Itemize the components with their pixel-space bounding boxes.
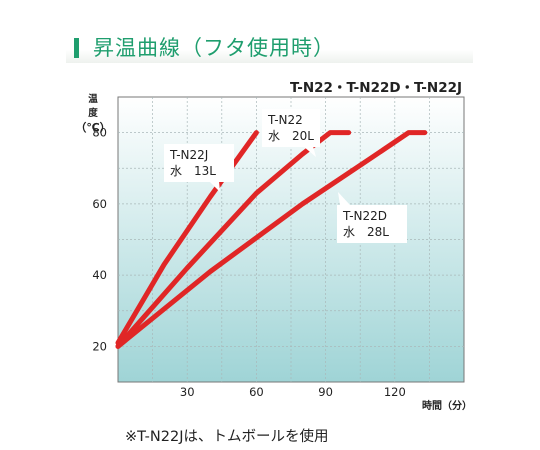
title-band [66, 33, 473, 63]
callout-text-t-n22j-0: T-N22J [169, 148, 208, 162]
callout-box-t-n22j [164, 144, 234, 182]
y-axis-label-part-1: 度 [88, 107, 98, 119]
x-tick-label-30: 30 [180, 385, 195, 399]
x-axis-label: 時間（分） [422, 399, 472, 412]
callout-text-t-n22d-1: 水 28L [343, 225, 389, 239]
callout-text-t-n22d-0: T-N22D [342, 209, 387, 223]
callout-t-n22: T-N22 水 20L [262, 109, 320, 157]
series-line-t-n22d [115, 130, 428, 349]
callout-t-n22j: T-N22J 水 13L [164, 144, 234, 192]
callout-text-t-n22-0: T-N22 [267, 113, 303, 127]
y-tick-label-20: 20 [92, 339, 107, 353]
x-tick-label-120: 120 [384, 385, 406, 399]
y-axis-label-part-0: 温 [88, 93, 98, 105]
series-line-t-n22 [115, 130, 352, 349]
callout-pointer-t-n22 [303, 146, 316, 157]
y-tick-label-40: 40 [92, 268, 107, 282]
callout-text-t-n22-1: 水 20L [268, 129, 314, 143]
y-tick-label-60: 60 [92, 197, 107, 211]
tick-labels: 30 60 90 120 20 40 60 80 [92, 126, 405, 399]
footnote: ※T-N22Jは、トムボールを使用 [125, 429, 329, 445]
title-accent-bar [74, 38, 79, 58]
x-tick-label-90: 90 [318, 385, 333, 399]
callout-t-n22d: T-N22D 水 28L [337, 192, 407, 243]
callout-pointer-t-n22d [338, 192, 350, 205]
series-callouts: T-N22J 水 13L T-N22 水 20L T-N22D 水 28L [164, 109, 407, 243]
callout-box-t-n22 [262, 109, 320, 147]
callout-box-t-n22d [337, 205, 407, 243]
callout-text-t-n22j-1: 水 13L [170, 164, 216, 178]
x-tick-label-60: 60 [249, 385, 264, 399]
page-title: 昇温曲線（フタ使用時） [93, 36, 335, 60]
callout-pointer-t-n22j [209, 181, 220, 192]
y-axis-label-part-2: （℃） [75, 121, 110, 134]
axis-labels: 温度 （℃） 時間（分） [75, 93, 472, 412]
models-label: T-N22・T-N22D・T-N22J [290, 80, 462, 96]
y-tick-label-80: 80 [92, 126, 107, 140]
